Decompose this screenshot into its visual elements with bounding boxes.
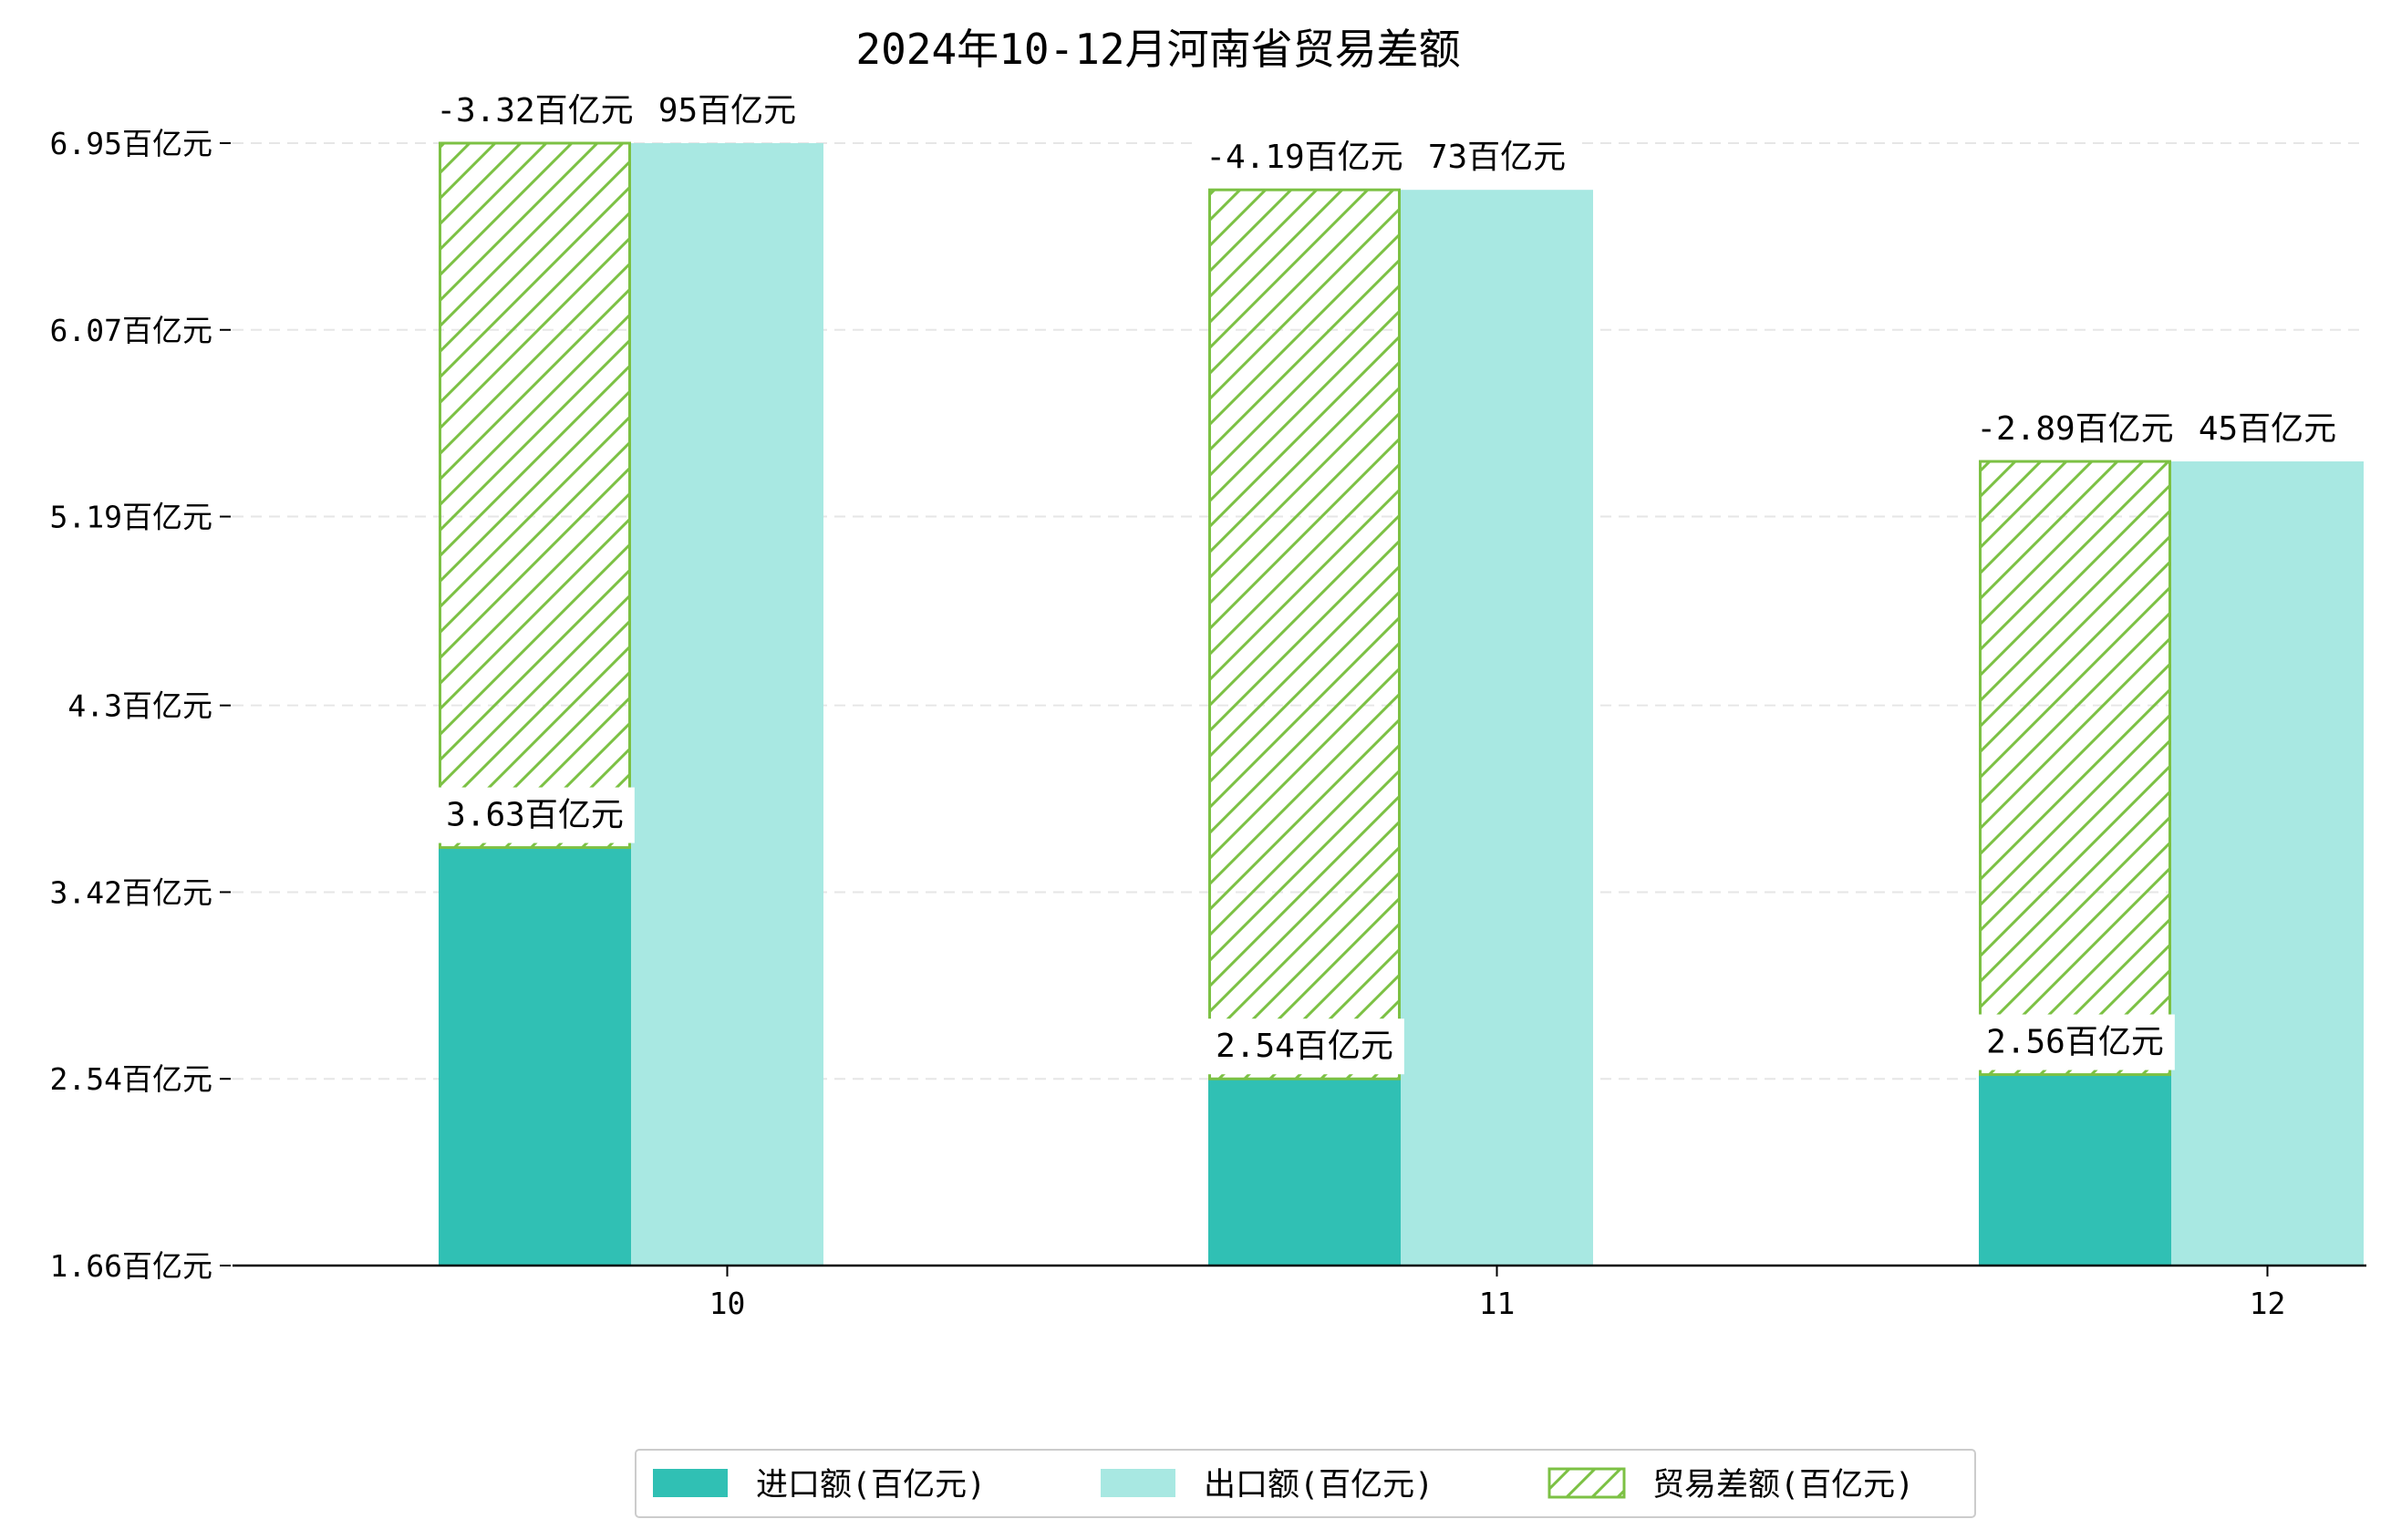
balance-bar [1208,188,1401,1080]
export-value-label-group: 95百亿元 [647,83,808,139]
balance-value-label-group: -2.89百亿元 [1965,401,2185,458]
export-value-label-group: 45百亿元 [2187,401,2348,458]
chart-title: 2024年10-12月河南省贸易差额 [855,25,1460,74]
export-value-label: 45百亿元 [2199,410,2336,448]
export-bar [2171,461,2364,1266]
export-value-label-group: 73百亿元 [1416,129,1578,186]
balance-value-label: -4.19百亿元 [1206,139,1403,176]
axes: 1.66百亿元 2.54百亿元 3.42百亿元 4.3百亿元 5.19百亿元 6.07百亿… [50,126,2366,1321]
balance-value-label-background [1965,401,2185,458]
balance-value-label-group: -3.32百亿元 [425,83,645,139]
balance-value-label: -2.89百亿元 [1976,410,2173,448]
y-tick-label: 1.66百亿元 [50,1248,212,1284]
import-bar [1979,1074,2171,1266]
import-value-label-group: 3.63百亿元 [435,787,635,843]
import-bar [439,847,631,1266]
import-value-label-group: 2.56百亿元 [1975,1014,2175,1070]
bars [439,141,2364,1266]
import-bar [1208,1079,1401,1266]
import-value-label-background [435,787,635,843]
balance-value-label-background [425,83,645,139]
data-labels: 3.63百亿元 95百亿元 -3.32百亿元 2.54百亿元 73百亿元 -4.19百亿元… [425,83,2348,1075]
balance-value-label: -3.32百亿元 [436,92,633,129]
y-tick-label: 3.42百亿元 [50,874,212,910]
export-value-label-background [647,83,808,139]
legend-swatch [653,1469,728,1497]
legend: 进口额(百亿元) 出口额(百亿元) 贸易差额(百亿元) [635,1449,1976,1518]
export-bar [1401,190,1593,1266]
y-tick-label: 4.3百亿元 [67,688,212,724]
x-tick-label: 10 [709,1286,746,1321]
import-value-label: 3.63百亿元 [446,797,624,834]
export-value-label-background [1416,129,1578,186]
y-tick-label: 6.07百亿元 [50,313,212,348]
export-value-label: 73百亿元 [1428,139,1566,176]
legend-swatch [1101,1469,1175,1497]
import-value-label: 2.56百亿元 [1986,1024,2164,1061]
legend-label: 进口额(百亿元) [756,1467,986,1504]
export-value-label-background [2187,401,2348,458]
legend-frame [635,1449,1976,1518]
import-value-label-group: 2.54百亿元 [1205,1018,1404,1075]
balance-bar [1979,460,2171,1077]
import-value-label-background [1205,1018,1404,1075]
balance-bar [439,141,631,850]
import-value-label: 2.54百亿元 [1216,1028,1393,1065]
legend-label: 贸易差额(百亿元) [1652,1467,1914,1504]
y-tick-label: 5.19百亿元 [50,500,212,535]
balance-value-label-background [1195,129,1414,186]
export-bar [631,143,823,1266]
export-value-label: 95百亿元 [658,92,796,129]
balance-value-label-group: -4.19百亿元 [1195,129,1414,186]
import-value-label-background [1975,1014,2175,1070]
y-tick-label: 6.95百亿元 [50,126,212,161]
y-tick-label: 2.54百亿元 [50,1061,212,1097]
legend-label: 出口额(百亿元) [1204,1467,1434,1504]
x-tick-label: 11 [1479,1286,1516,1321]
x-tick-label: 12 [2250,1286,2286,1321]
legend-swatch [1547,1467,1626,1499]
